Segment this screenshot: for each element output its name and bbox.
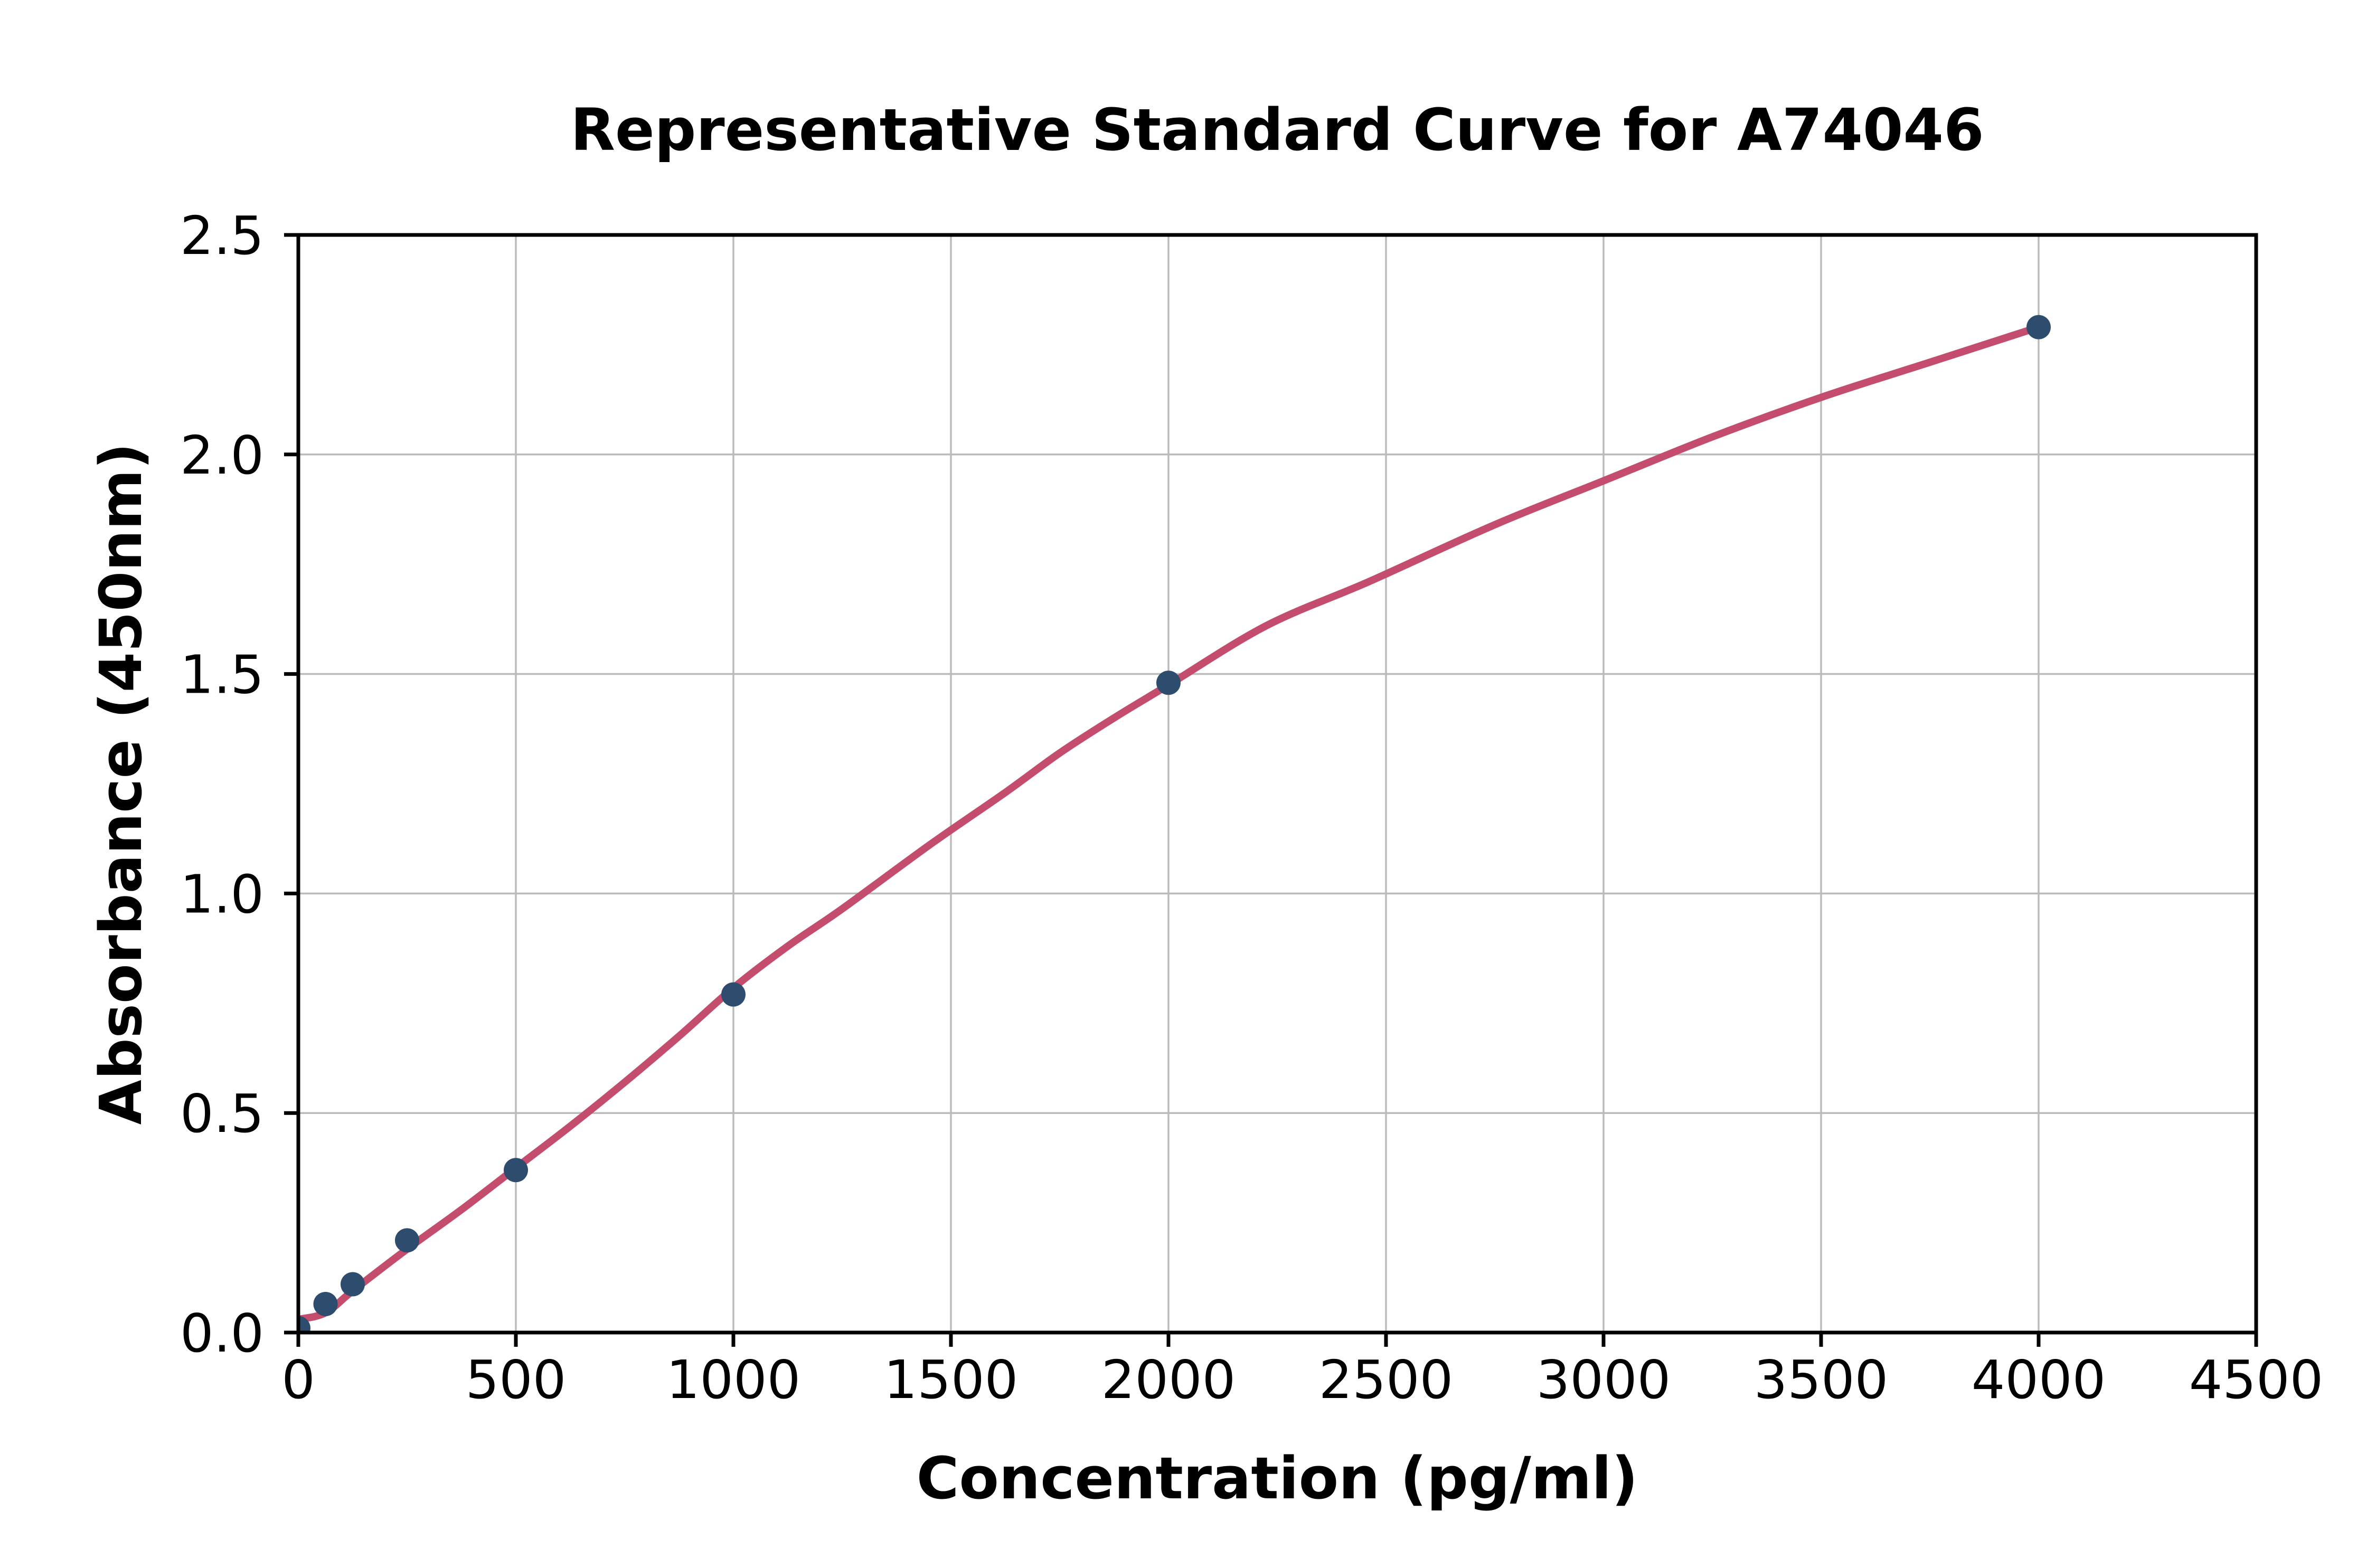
x-tick-label-4500: 4500: [2189, 1349, 2324, 1411]
chart-title: Representative Standard Curve for A74046: [570, 96, 1984, 164]
y-tick-label-2: 2.0: [180, 424, 264, 486]
y-tick-label-1: 1.0: [180, 863, 264, 925]
y-tick-label-1.5: 1.5: [180, 644, 264, 706]
y-tick-label-2.5: 2.5: [180, 205, 264, 267]
x-tick-label-3500: 3500: [1754, 1349, 1889, 1411]
data-point-125: [341, 1272, 365, 1297]
y-axis-label: Absorbance (450nm): [87, 443, 155, 1125]
plot-box-spines: [296, 233, 2258, 1335]
x-tick-label-2500: 2500: [1319, 1349, 1454, 1411]
x-tick-label-1500: 1500: [884, 1349, 1019, 1411]
data-point-500: [504, 1158, 528, 1183]
x-tick-label-1000: 1000: [666, 1349, 801, 1411]
x-tick-label-2000: 2000: [1101, 1349, 1236, 1411]
x-tick-label-0: 0: [281, 1349, 315, 1411]
x-tick-label-4000: 4000: [1972, 1349, 2106, 1411]
x-axis-label: Concentration (pg/ml): [917, 1444, 1638, 1512]
x-tick-label-3000: 3000: [1536, 1349, 1671, 1411]
data-points: [298, 315, 2051, 1333]
axes: 0 500 1000 1500 2000 2500 3000 3500 4000 4500 0.0 0…: [180, 205, 2323, 1411]
y-tick-label-0: 0.0: [180, 1302, 264, 1364]
data-point-62.5: [313, 1291, 338, 1316]
data-point-250: [395, 1228, 419, 1253]
x-tick-label-500: 500: [466, 1349, 567, 1411]
data-point-2000: [1156, 670, 1181, 695]
data-point-1000: [721, 982, 746, 1007]
data-point-0: [298, 1316, 310, 1333]
data-point-4000: [2026, 315, 2051, 339]
y-tick-label-0.5: 0.5: [180, 1083, 264, 1145]
